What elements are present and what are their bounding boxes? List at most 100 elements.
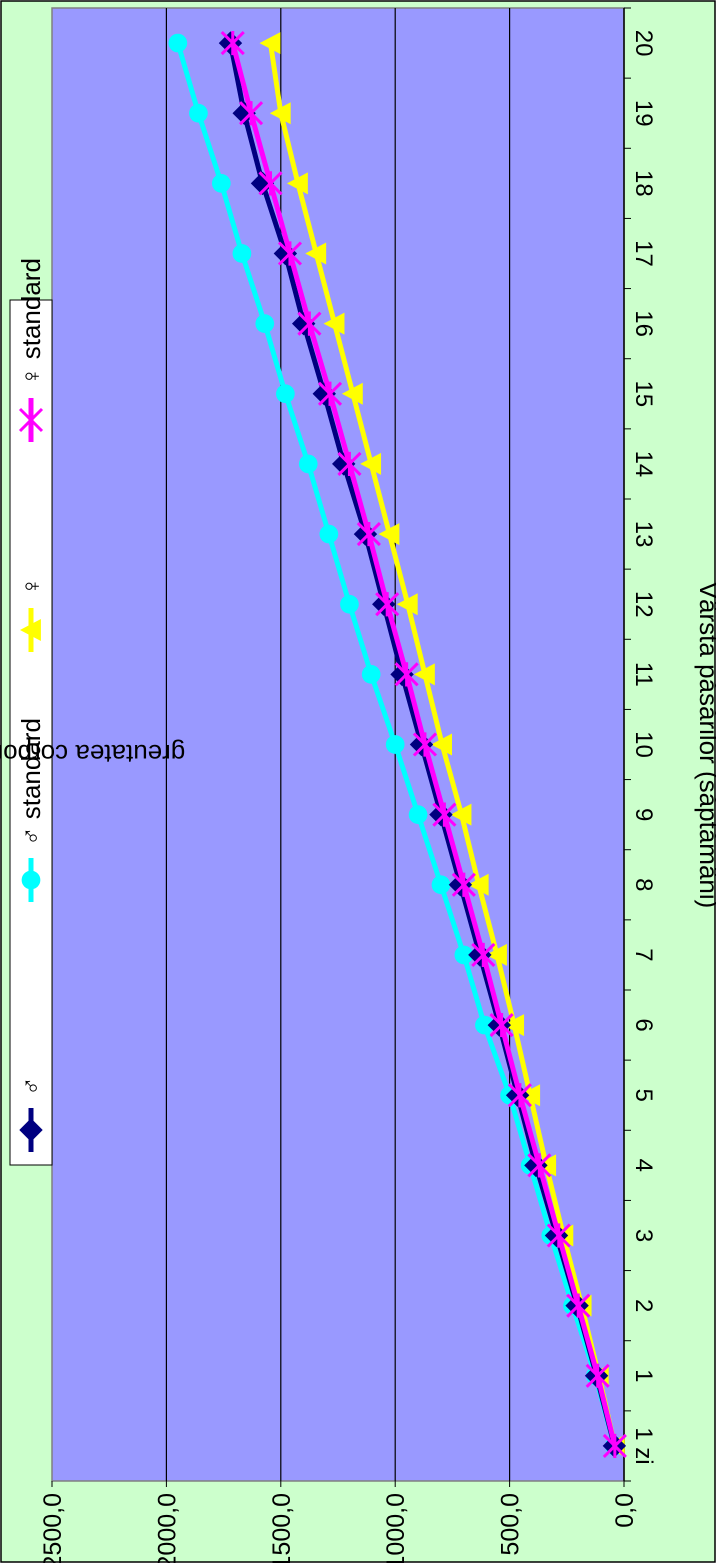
plot-area	[51, 7, 625, 1482]
data-point-circle	[21, 870, 41, 890]
legend-item: ♂ standard	[16, 718, 46, 902]
data-point-triangle	[360, 452, 382, 475]
data-point-star	[471, 942, 496, 968]
data-point-triangle	[323, 312, 345, 335]
data-point-triangle	[519, 1084, 541, 1107]
data-point-circle	[454, 945, 474, 965]
data-point-triangle	[467, 873, 489, 896]
y-tick-label: 2500,0	[39, 1493, 67, 1563]
data-point-triangle	[431, 733, 453, 756]
data-point-triangle	[341, 382, 363, 405]
data-point-triangle	[503, 1014, 525, 1037]
x-tick-label: 8	[630, 878, 657, 891]
data-point-triangle	[378, 523, 400, 546]
legend-item: ♂	[16, 1077, 46, 1152]
data-point-star	[566, 1293, 591, 1318]
data-point-star	[356, 521, 381, 547]
data-point-star	[432, 802, 457, 827]
legend-item: ♀ standard	[16, 258, 46, 442]
data-point-circle	[475, 1015, 494, 1035]
data-point-triangle	[450, 803, 472, 826]
x-tick-label: 15	[630, 380, 657, 407]
data-point-star	[220, 30, 245, 56]
x-tick-label: 19	[630, 100, 657, 127]
data-point-circle	[189, 103, 208, 123]
x-tick-label: 13	[630, 521, 657, 548]
x-tick-label: 12	[630, 591, 657, 618]
data-point-circle	[431, 875, 451, 895]
data-point-triangle	[305, 242, 327, 265]
data-point-triangle	[269, 102, 291, 125]
x-tick-label: 3	[630, 1229, 657, 1242]
data-point-star	[317, 381, 343, 406]
legend-item: ♀	[16, 577, 46, 652]
data-point-star	[507, 1083, 532, 1108]
data-point-circle	[361, 665, 381, 684]
data-point-star	[375, 592, 400, 617]
data-point-triangle	[486, 943, 507, 966]
data-point-circle	[168, 33, 188, 53]
x-tick-label: 4	[630, 1159, 657, 1172]
x-tick-label: 17	[630, 240, 657, 267]
series-layer	[168, 30, 627, 1459]
x-tick-label: 18	[630, 170, 657, 197]
data-point-circle	[385, 735, 405, 754]
data-point-triangle	[413, 663, 435, 686]
y-tick-label: 2000,0	[153, 1493, 181, 1563]
data-point-star	[258, 171, 283, 196]
data-point-star	[394, 662, 419, 687]
data-point-star	[277, 241, 303, 266]
data-point-circle	[232, 244, 252, 263]
legend-label: ♀	[16, 577, 46, 597]
y-axis-label: greutatea corporală medie (g)	[0, 739, 185, 769]
legend-label: ♀ standard	[16, 258, 46, 386]
y-tick-label: 1000,0	[382, 1493, 410, 1563]
x-axis-label: Vârsta păsărilor (săptămâni)	[694, 582, 716, 909]
legend-label: ♂ standard	[16, 718, 46, 846]
x-tick-label: 10	[630, 731, 657, 758]
data-point-circle	[255, 314, 275, 333]
data-point-triangle	[286, 172, 308, 195]
data-point-triangle	[396, 593, 418, 616]
legend-box	[9, 299, 53, 1166]
x-tick-label: 2	[630, 1299, 657, 1312]
y-tick-label: 500,0	[497, 1493, 525, 1556]
data-point-star	[527, 1153, 552, 1178]
data-point-star	[489, 1012, 514, 1038]
data-point-circle	[340, 594, 359, 614]
data-point-circle	[276, 384, 295, 404]
data-point-star	[18, 407, 44, 433]
series-3	[220, 30, 627, 1459]
data-point-star	[451, 872, 476, 897]
x-tick-label: 1 zi	[630, 1427, 657, 1464]
x-tick-label: 5	[630, 1089, 657, 1102]
data-point-circle	[319, 524, 339, 544]
legend-label: ♂	[16, 1077, 46, 1097]
x-tick-label: 20	[630, 30, 657, 57]
data-point-star	[585, 1363, 610, 1388]
data-point-star	[546, 1223, 571, 1248]
data-point-circle	[408, 805, 428, 824]
data-point-star	[337, 451, 362, 477]
data-point-star	[297, 311, 322, 336]
legend: ♂ ♂ standard ♀ ♀ standard	[9, 258, 53, 1166]
data-point-star	[238, 101, 264, 126]
y-tick-label: 0,0	[611, 1493, 639, 1528]
data-point-circle	[211, 174, 231, 193]
x-tick-label: 16	[630, 310, 657, 337]
x-tick-label: 14	[630, 451, 657, 478]
data-point-circle	[298, 454, 318, 474]
y-tick-label: 1500,0	[268, 1493, 296, 1563]
x-tick-label: 7	[630, 948, 657, 961]
x-tick-label: 1	[630, 1369, 657, 1382]
data-point-star	[412, 732, 438, 757]
data-point-star	[602, 1433, 627, 1459]
data-point-triangle	[20, 619, 41, 641]
y-axis-ticks: 0,0 500,0 1000,0 1500,0 2000,0 2500,0	[39, 1481, 639, 1563]
x-tick-label: 6	[630, 1018, 657, 1031]
data-point-diamond	[19, 1118, 43, 1142]
data-point-triangle	[259, 32, 281, 55]
x-tick-label: 9	[630, 808, 657, 821]
